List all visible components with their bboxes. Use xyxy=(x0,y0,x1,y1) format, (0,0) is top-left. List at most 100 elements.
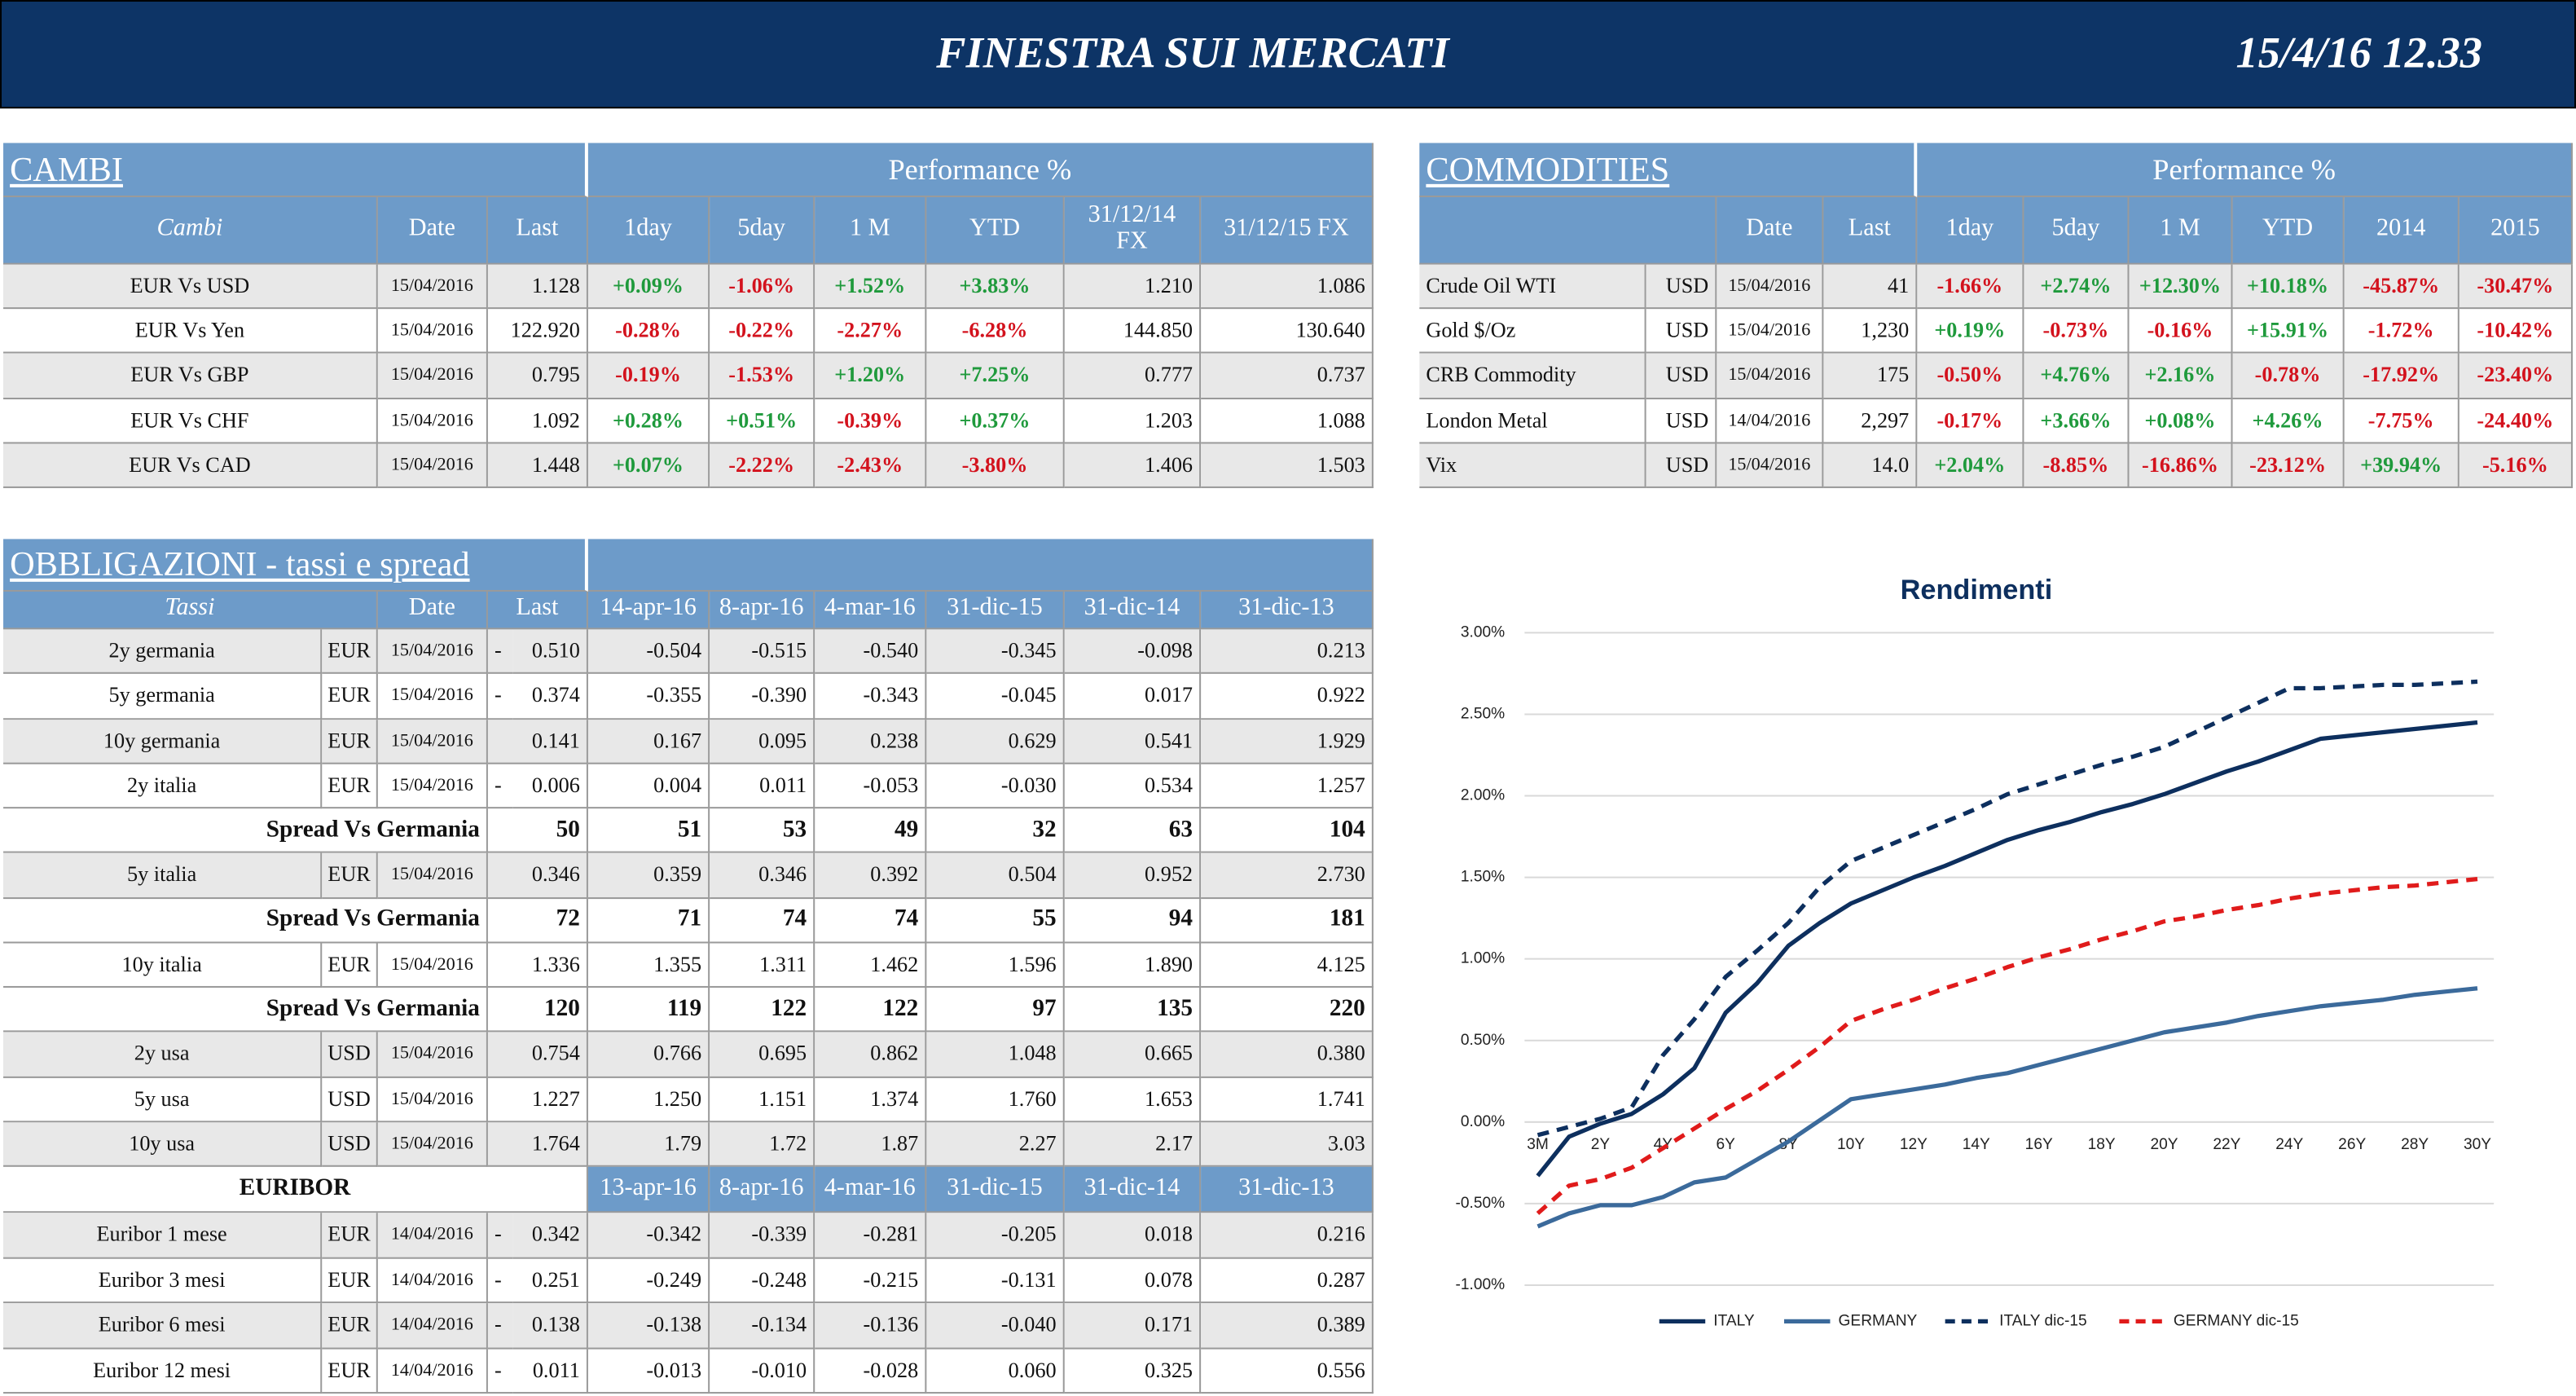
history-value: 2.730 xyxy=(1201,853,1374,899)
table-cell: +0.19% xyxy=(1917,309,2024,355)
history-value: 1.462 xyxy=(815,943,927,988)
table-cell: +4.26% xyxy=(2232,399,2345,444)
history-value: -0.504 xyxy=(587,629,710,675)
table-cell: -1.53% xyxy=(710,354,815,399)
table-cell: 14.0 xyxy=(1823,443,1918,488)
table-cell: +0.37% xyxy=(926,399,1065,444)
table-cell: -2.43% xyxy=(815,443,927,488)
y-tick-label: -0.50% xyxy=(1456,1195,1506,1212)
table-cell: +3.66% xyxy=(2024,399,2130,444)
history-value: -0.131 xyxy=(926,1257,1065,1304)
history-value: -0.215 xyxy=(815,1257,927,1304)
table-cell: 15/04/2016 xyxy=(1717,264,1824,310)
table-cell: 1.210 xyxy=(1064,264,1202,310)
table-cell: 1,230 xyxy=(1823,309,1918,355)
history-value: 1.72 xyxy=(710,1121,815,1167)
history-value: 0.392 xyxy=(815,853,927,899)
column-header: 31/12/15 FX xyxy=(1201,196,1374,265)
table-cell: -3.80% xyxy=(926,443,1065,488)
spread-value: 104 xyxy=(1201,808,1374,854)
spread-value: 74 xyxy=(815,898,927,944)
table-cell: 122.920 xyxy=(487,309,588,355)
table-cell: -0.39% xyxy=(815,399,927,444)
history-value: -0.010 xyxy=(710,1348,815,1394)
table-cell: -45.87% xyxy=(2344,264,2460,310)
table-cell: +4.76% xyxy=(2024,354,2130,399)
table-cell: -2.22% xyxy=(710,443,815,488)
row-name: Euribor 1 mese xyxy=(3,1213,323,1258)
x-tick-label: 18Y xyxy=(2088,1136,2116,1153)
page-title: FINESTRA SUI MERCATI xyxy=(936,28,1449,77)
x-tick-label: 20Y xyxy=(2150,1136,2178,1153)
table-cell: USD xyxy=(1646,399,1717,444)
column-header: Date xyxy=(1717,196,1824,265)
column-header-blank xyxy=(1419,196,1717,265)
spread-value: 32 xyxy=(926,808,1065,854)
history-value: 0.541 xyxy=(1064,719,1202,764)
table-cell: -1.72% xyxy=(2344,309,2460,355)
history-value: 1.760 xyxy=(926,1077,1065,1122)
history-value: 0.325 xyxy=(1064,1348,1202,1394)
series-line xyxy=(1536,877,2478,1215)
table-cell: +2.16% xyxy=(2129,354,2233,399)
currency: USD xyxy=(322,1077,378,1122)
table-cell: +0.28% xyxy=(587,399,710,444)
header-bar: FINESTRA SUI MERCATI 15/4/16 12.33 xyxy=(0,0,2576,109)
history-value: -0.013 xyxy=(587,1348,710,1394)
currency: EUR xyxy=(322,1257,378,1304)
y-tick-label: 2.50% xyxy=(1461,706,1505,723)
date: 14/04/2016 xyxy=(377,1303,488,1349)
column-header: Date xyxy=(377,196,488,265)
y-tick-label: 3.00% xyxy=(1461,623,1505,641)
table-cell: EUR Vs USD xyxy=(3,264,378,310)
history-value: -0.030 xyxy=(926,764,1065,809)
series-line xyxy=(1536,986,2478,1229)
history-value: 0.060 xyxy=(926,1348,1065,1394)
history-value: 3.03 xyxy=(1201,1121,1374,1167)
column-header: 4-mar-16 xyxy=(815,591,927,630)
date: 14/04/2016 xyxy=(377,1257,488,1304)
column-header: 1day xyxy=(587,196,710,265)
history-value: 4.125 xyxy=(1201,943,1374,988)
currency: EUR xyxy=(322,943,378,988)
table-cell: -0.50% xyxy=(1917,354,2024,399)
row-name: 5y germania xyxy=(3,674,323,720)
history-value: 0.238 xyxy=(815,719,927,764)
table-cell: London Metal xyxy=(1419,399,1646,444)
table-cell: 15/04/2016 xyxy=(1717,309,1824,355)
history-value: 0.078 xyxy=(1064,1257,1202,1304)
history-value: -0.098 xyxy=(1064,629,1202,675)
column-header: Tassi xyxy=(3,591,378,630)
last: 0.342 xyxy=(512,1213,588,1258)
history-value: -0.028 xyxy=(815,1348,927,1394)
column-header: 2014 xyxy=(2344,196,2460,265)
table-cell: -23.12% xyxy=(2232,443,2345,488)
currency: EUR xyxy=(322,629,378,675)
history-value: 0.017 xyxy=(1064,674,1202,720)
history-value: -0.339 xyxy=(710,1213,815,1258)
table-cell: 15/04/2016 xyxy=(377,354,488,399)
table-cell: USD xyxy=(1646,309,1717,355)
row-name: 5y usa xyxy=(3,1077,323,1122)
table-cell: Vix xyxy=(1419,443,1646,488)
currency: EUR xyxy=(322,1303,378,1349)
table-cell: 41 xyxy=(1823,264,1918,310)
sign: - xyxy=(487,764,513,809)
table-cell: 1.203 xyxy=(1064,399,1202,444)
chart-title: Rendimenti xyxy=(1901,575,2053,606)
date: 14/04/2016 xyxy=(377,1348,488,1394)
table-cell: -0.28% xyxy=(587,309,710,355)
table-cell: -7.75% xyxy=(2344,399,2460,444)
history-value: 0.665 xyxy=(1064,1032,1202,1077)
table-cell: Crude Oil WTI xyxy=(1419,264,1646,310)
history-value: -0.249 xyxy=(587,1257,710,1304)
table-cell: +0.08% xyxy=(2129,399,2233,444)
history-value: 2.17 xyxy=(1064,1121,1202,1167)
x-tick-label: 24Y xyxy=(2275,1136,2303,1153)
x-tick-label: 16Y xyxy=(2025,1136,2053,1153)
table-cell: EUR Vs GBP xyxy=(3,354,378,399)
table-cell: 2,297 xyxy=(1823,399,1918,444)
table-cell: -2.27% xyxy=(815,309,927,355)
chart: Rendimenti -1.00% -0.50% 0.00% 0.50% 1.00% 1.… xyxy=(1456,575,2495,1329)
